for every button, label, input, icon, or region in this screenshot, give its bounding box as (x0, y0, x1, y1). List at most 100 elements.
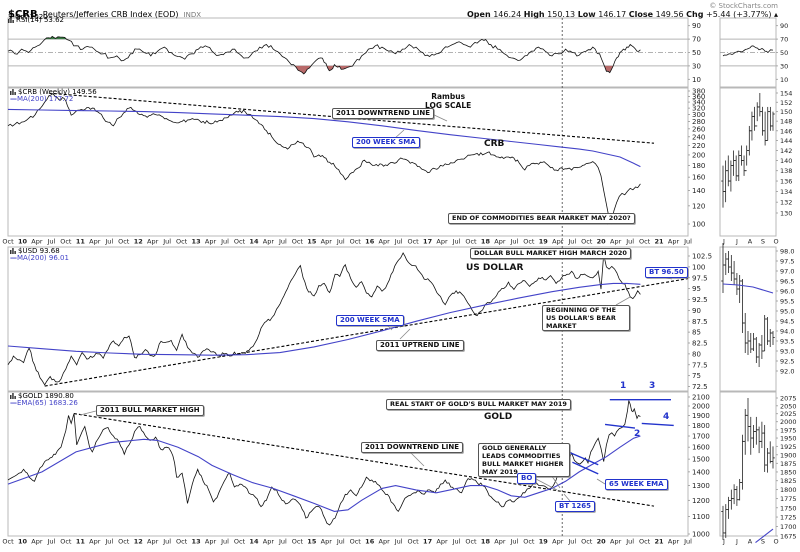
svg-text:Oct: Oct (234, 238, 246, 246)
svg-text:21: 21 (655, 238, 665, 246)
svg-text:Apr: Apr (321, 238, 333, 246)
close-value: 149.56 (655, 10, 684, 19)
svg-text:148: 148 (780, 118, 792, 126)
gold-legend: $GOLD 1890.80 —EMA(65) 1683.26 (10, 393, 78, 407)
svg-text:J: J (735, 238, 738, 246)
svg-text:Oct: Oct (465, 538, 477, 546)
svg-text:Oct: Oct (118, 538, 130, 546)
svg-text:Jul: Jul (278, 538, 287, 546)
svg-text:1750: 1750 (780, 504, 797, 512)
svg-text:152: 152 (780, 99, 792, 107)
crb-ma-label: MA(200) 177.72 (17, 95, 74, 103)
svg-text:18: 18 (481, 238, 491, 246)
svg-text:136: 136 (780, 178, 792, 186)
svg-text:1900: 1900 (692, 412, 710, 420)
svg-text:Apr: Apr (89, 238, 101, 246)
svg-text:94.5: 94.5 (780, 318, 794, 326)
svg-text:Jul: Jul (567, 538, 576, 546)
chart-title: Reuters/Jefferies CRB Index (EOD) (42, 10, 179, 19)
svg-text:16: 16 (365, 538, 375, 546)
exchange-tag: INDX (183, 11, 202, 19)
annotation-usd-bull-high: DOLLAR BULL MARKET HIGH MARCH 2020 (470, 248, 631, 259)
svg-text:18: 18 (481, 538, 491, 546)
svg-text:140: 140 (780, 157, 792, 165)
svg-text:20: 20 (597, 538, 607, 546)
svg-text:Jul: Jul (509, 538, 518, 546)
svg-text:O: O (773, 238, 778, 246)
annotation-usd-label: US DOLLAR (466, 263, 524, 273)
svg-text:Apr: Apr (436, 538, 448, 546)
svg-text:92.5: 92.5 (692, 296, 708, 304)
svg-text:Oct: Oct (465, 238, 477, 246)
svg-text:138: 138 (780, 167, 792, 175)
svg-text:30: 30 (692, 62, 701, 70)
svg-text:Apr: Apr (436, 238, 448, 246)
open-label: Open (467, 10, 491, 19)
svg-text:96.5: 96.5 (780, 278, 794, 286)
annotation-usd-uptrend: 2011 UPTREND LINE (376, 340, 464, 351)
svg-text:1800: 1800 (692, 422, 710, 430)
symbol: $CRB (8, 9, 38, 20)
svg-text:J: J (722, 238, 725, 246)
svg-text:1925: 1925 (780, 443, 797, 451)
annotation-usd-200wsma: 200 WEEK SMA (336, 315, 404, 326)
annotation-gold-leads: GOLD GENERALLY LEADS COMMODITIES BULL MA… (478, 443, 570, 477)
high-value: 150.13 (547, 10, 576, 19)
svg-text:Apr: Apr (610, 238, 622, 246)
svg-text:Jul: Jul (336, 538, 345, 546)
chart-type-icon (10, 248, 16, 254)
svg-text:97.5: 97.5 (692, 274, 708, 282)
svg-text:Oct: Oct (60, 538, 72, 546)
svg-text:280: 280 (692, 118, 705, 126)
svg-text:1950: 1950 (780, 435, 797, 443)
svg-text:17: 17 (423, 538, 432, 546)
svg-text:Oct: Oct (523, 238, 535, 246)
usd-ma-label: MA(200) 96.01 (17, 254, 69, 262)
gold-legend-label: $GOLD 1890.80 (18, 392, 74, 400)
svg-text:1700: 1700 (692, 433, 710, 441)
svg-text:75: 75 (692, 372, 701, 380)
svg-text:154: 154 (780, 90, 792, 98)
svg-text:2000: 2000 (692, 403, 710, 411)
svg-text:Apr: Apr (205, 238, 217, 246)
svg-text:1800: 1800 (780, 486, 797, 494)
svg-text:10: 10 (18, 238, 28, 246)
svg-text:380: 380 (692, 88, 705, 96)
rsi-legend-label: RSI(14) 53.62 (16, 16, 65, 24)
svg-text:Oct: Oct (234, 538, 246, 546)
svg-text:Jul: Jul (509, 238, 518, 246)
close-label: Close (628, 10, 654, 19)
annotation-rambus-log-scale: Rambus LOG SCALE (425, 92, 472, 110)
copyright: © StockCharts.com (709, 2, 778, 10)
svg-text:13: 13 (192, 238, 201, 246)
svg-text:Oct: Oct (350, 538, 362, 546)
svg-text:Jul: Jul (336, 238, 345, 246)
svg-text:Jul: Jul (394, 238, 403, 246)
svg-text:50: 50 (780, 49, 788, 57)
svg-text:Jul: Jul (625, 238, 634, 246)
svg-text:Oct: Oct (407, 538, 419, 546)
svg-text:Jul: Jul (278, 238, 287, 246)
svg-text:146: 146 (780, 127, 792, 135)
svg-text:130: 130 (780, 210, 792, 218)
svg-text:150: 150 (780, 108, 792, 116)
svg-text:Jul: Jul (46, 238, 55, 246)
svg-text:21: 21 (655, 538, 665, 546)
svg-text:50: 50 (692, 49, 701, 57)
svg-text:132: 132 (780, 199, 792, 207)
svg-text:J: J (722, 538, 725, 546)
svg-text:1500: 1500 (692, 456, 710, 464)
svg-text:19: 19 (539, 238, 549, 246)
svg-text:Apr: Apr (31, 538, 43, 546)
svg-text:92.0: 92.0 (780, 368, 794, 376)
chart-type-icon (10, 393, 16, 399)
svg-text:10: 10 (692, 76, 701, 84)
svg-text:1850: 1850 (780, 468, 797, 476)
svg-text:220: 220 (692, 142, 705, 150)
svg-text:140: 140 (692, 187, 705, 195)
svg-text:95.5: 95.5 (780, 298, 794, 306)
annotation-count-4: 4 (663, 412, 670, 422)
svg-text:Apr: Apr (610, 538, 622, 546)
chart-type-icon (10, 89, 16, 95)
svg-text:2050: 2050 (780, 402, 797, 410)
